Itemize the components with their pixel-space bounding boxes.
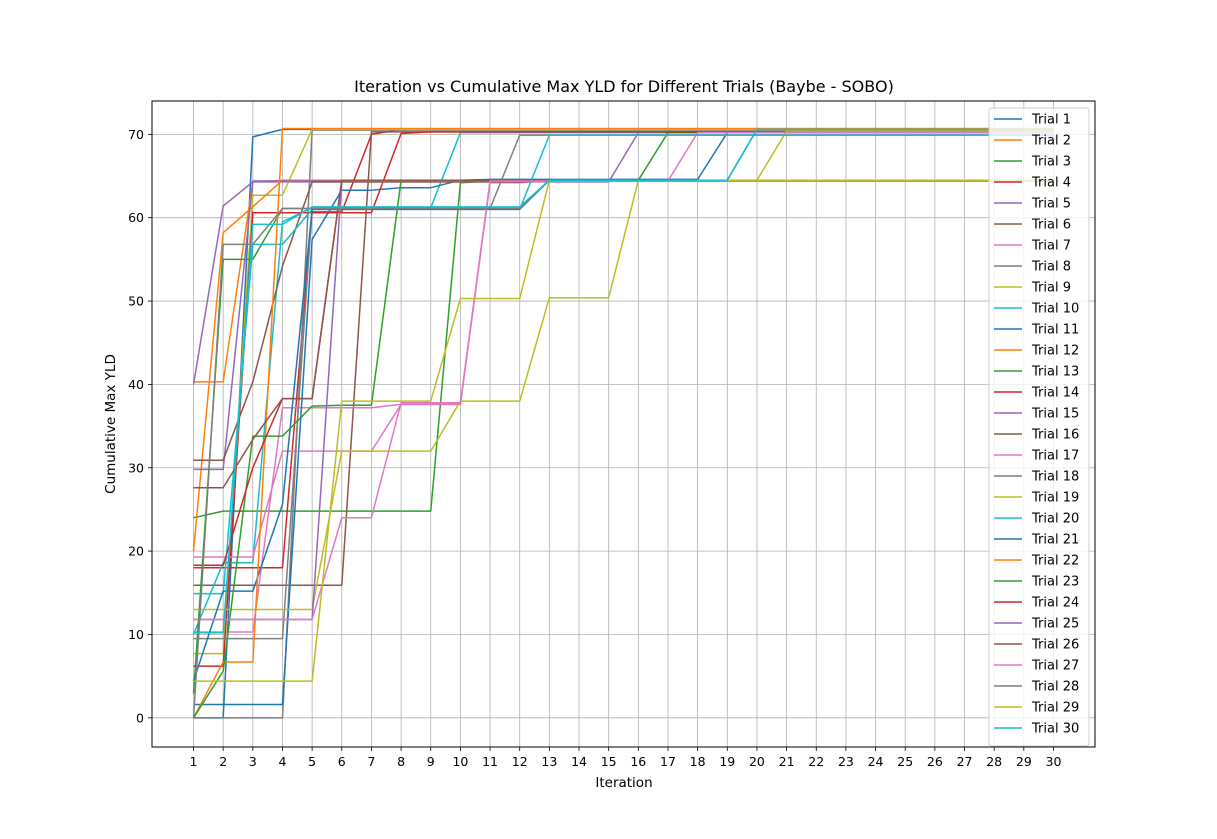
legend-label: Trial 30	[1031, 722, 1079, 737]
legend-label: Trial 7	[1031, 239, 1071, 254]
x-axis-label: Iteration	[595, 775, 652, 791]
x-tick-label: 22	[808, 754, 824, 769]
legend-label: Trial 15	[1031, 407, 1079, 422]
legend-box	[988, 107, 1090, 747]
y-axis-label: Cumulative Max YLD	[103, 354, 119, 494]
x-tick-label: 8	[397, 754, 405, 769]
legend-label: Trial 12	[1031, 344, 1079, 359]
x-tick-label: 29	[1016, 754, 1032, 769]
series-line-trial-22	[192, 127, 1054, 719]
x-tick-label: 7	[367, 754, 375, 769]
legend-label: Trial 19	[1031, 491, 1079, 506]
x-tick-label: 10	[452, 754, 468, 769]
series-line-trial-8	[193, 129, 1054, 719]
series-line-trial-19	[193, 130, 1054, 611]
x-tick-label: 1	[190, 754, 198, 769]
x-tick-label: 28	[986, 754, 1002, 769]
y-axis-ticks: 0 10 20 30 40 50 60 70	[128, 127, 152, 725]
legend-label: Trial 21	[1031, 533, 1079, 548]
x-tick-label: 16	[630, 754, 646, 769]
legend-label: Trial 1	[1031, 113, 1071, 128]
legend-label: Trial 17	[1031, 449, 1079, 464]
legend-label: Trial 24	[1031, 596, 1079, 611]
x-tick-label: 24	[868, 754, 884, 769]
legend-label: Trial 26	[1031, 638, 1079, 653]
x-axis-ticks: 1 2 3 4 5 6 7 8 9 10 11 12 13 14 15 16 17 18 19 20 21 22 23 24 2…	[190, 747, 1062, 769]
legend-label: Trial 10	[1031, 302, 1079, 317]
x-tick-label: 4	[279, 754, 287, 769]
x-tick-label: 12	[512, 754, 528, 769]
x-tick-label: 30	[1046, 754, 1062, 769]
y-tick-label: 60	[128, 210, 144, 225]
x-tick-label: 9	[427, 754, 435, 769]
legend-label: Trial 23	[1031, 575, 1079, 590]
legend-label: Trial 18	[1031, 470, 1079, 485]
x-tick-label: 18	[690, 754, 706, 769]
y-tick-label: 30	[128, 460, 144, 475]
series-lines	[192, 127, 1054, 719]
series-line-trial-27	[193, 180, 1054, 621]
plot-area-frame	[151, 100, 1096, 748]
legend-label: Trial 16	[1031, 428, 1079, 443]
x-tick-label: 2	[219, 754, 227, 769]
y-tick-label: 40	[128, 377, 144, 392]
x-tick-label: 3	[249, 754, 257, 769]
x-tick-label: 6	[338, 754, 346, 769]
x-tick-label: 20	[749, 754, 765, 769]
y-tick-label: 20	[128, 544, 144, 559]
x-tick-label: 23	[838, 754, 854, 769]
x-tick-label: 21	[779, 754, 795, 769]
legend: Trial 1 Trial 2 Trial 3 Trial 4 Trial 5 Trial…	[988, 107, 1090, 747]
legend-label: Trial 22	[1031, 554, 1079, 569]
legend-label: Trial 5	[1031, 197, 1071, 212]
x-tick-label: 17	[660, 754, 676, 769]
legend-label: Trial 20	[1031, 512, 1079, 527]
legend-label: Trial 14	[1031, 386, 1079, 401]
legend-label: Trial 25	[1031, 617, 1079, 632]
legend-label: Trial 9	[1031, 281, 1071, 296]
x-tick-label: 27	[957, 754, 973, 769]
legend-label: Trial 6	[1031, 218, 1071, 233]
series-line-trial-30	[193, 128, 1054, 634]
x-tick-label: 26	[927, 754, 943, 769]
legend-label: Trial 11	[1031, 323, 1079, 338]
legend-label: Trial 2	[1031, 134, 1071, 149]
legend-label: Trial 13	[1031, 365, 1079, 380]
legend-label: Trial 27	[1031, 659, 1079, 674]
x-tick-label: 25	[897, 754, 913, 769]
y-tick-label: 70	[128, 127, 144, 142]
legend-label: Trial 4	[1031, 176, 1071, 191]
legend-label: Trial 29	[1031, 701, 1079, 716]
legend-label: Trial 28	[1031, 680, 1079, 695]
y-tick-label: 50	[128, 294, 144, 309]
x-tick-label: 5	[308, 754, 316, 769]
y-tick-label: 0	[136, 710, 144, 725]
legend-label: Trial 8	[1031, 260, 1071, 275]
x-tick-label: 13	[541, 754, 557, 769]
x-tick-label: 11	[482, 754, 498, 769]
chart-title: Iteration vs Cumulative Max YLD for Diff…	[354, 77, 894, 96]
x-tick-label: 14	[571, 754, 587, 769]
legend-label: Trial 3	[1031, 155, 1071, 170]
y-tick-label: 10	[128, 627, 144, 642]
x-tick-label: 19	[719, 754, 735, 769]
x-tick-label: 15	[601, 754, 617, 769]
